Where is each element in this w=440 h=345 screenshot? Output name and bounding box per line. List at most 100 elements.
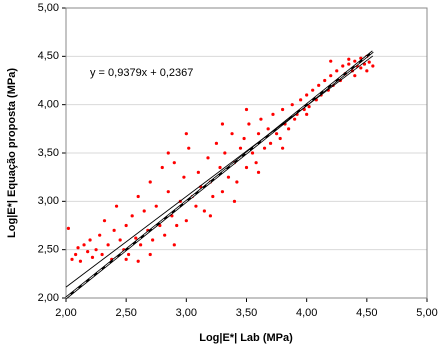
point (166, 151, 170, 155)
x-axis-title: Log|E*| Lab (MPa) (199, 332, 293, 344)
point (130, 214, 134, 218)
point (208, 214, 212, 218)
x-tick-label: 3,00 (176, 307, 197, 319)
point (206, 156, 210, 160)
y-tick-label: 2,50 (38, 244, 59, 256)
point (134, 236, 138, 240)
point (211, 194, 215, 199)
point (220, 122, 225, 126)
y-tick-label: 4,00 (38, 99, 59, 111)
point (329, 74, 333, 78)
x-tick-label: 5,00 (416, 307, 437, 319)
point (250, 151, 255, 155)
point (94, 248, 98, 252)
point (82, 243, 86, 247)
point (242, 136, 246, 141)
point (247, 122, 251, 126)
point (235, 180, 239, 184)
point (347, 62, 351, 66)
point (290, 103, 294, 107)
point (353, 74, 357, 78)
point (102, 219, 107, 223)
point (341, 64, 345, 68)
point (126, 252, 131, 257)
point (98, 233, 102, 237)
point (274, 132, 279, 136)
point (136, 194, 140, 199)
y-axis-title: Log|E*| Equação proposta (MPa) (6, 68, 18, 238)
point (271, 112, 275, 116)
point (268, 141, 273, 145)
point (184, 132, 188, 136)
point (256, 132, 261, 136)
point (230, 132, 234, 136)
point (305, 93, 309, 97)
point (118, 238, 122, 242)
point (335, 69, 339, 73)
point (142, 209, 146, 213)
point (148, 252, 152, 257)
point (244, 107, 249, 112)
point (365, 69, 369, 73)
point (262, 146, 267, 150)
point (299, 98, 303, 102)
equality-line-dash (65, 51, 374, 299)
point (371, 64, 375, 68)
point (323, 78, 327, 83)
point (311, 88, 315, 92)
point (353, 59, 357, 63)
point (163, 233, 167, 237)
point (317, 83, 321, 87)
point (329, 59, 333, 63)
point (78, 259, 83, 263)
point (66, 226, 71, 230)
point (220, 190, 225, 194)
point (287, 127, 291, 131)
point (182, 175, 186, 179)
point (175, 223, 179, 228)
point (172, 161, 176, 165)
x-tick-label: 3,50 (236, 307, 257, 319)
point (151, 238, 155, 242)
point (281, 107, 285, 112)
point (74, 252, 78, 257)
point (100, 252, 104, 257)
point (281, 146, 285, 150)
point (307, 105, 311, 109)
point (256, 170, 261, 174)
point (160, 165, 164, 170)
point (139, 243, 143, 247)
point (184, 219, 188, 223)
point (218, 165, 222, 170)
point (166, 190, 170, 194)
point (254, 161, 258, 165)
point (226, 175, 231, 179)
x-tick-label: 2,50 (115, 307, 136, 319)
y-tick-label: 5,00 (38, 2, 59, 14)
point (305, 112, 309, 116)
point (187, 146, 191, 150)
y-tick-label: 3,00 (38, 195, 59, 207)
point (238, 146, 243, 150)
point (124, 223, 128, 228)
point (202, 209, 206, 213)
point (244, 165, 249, 170)
point (266, 127, 270, 131)
point (86, 250, 90, 254)
x-tick-label: 4,50 (356, 307, 377, 319)
trend-equation: y = 0,9379x + 0,2367 (90, 67, 193, 79)
point (76, 246, 80, 250)
point (106, 243, 110, 247)
point (223, 151, 227, 155)
y-tick-label: 4,50 (38, 50, 59, 62)
point (359, 66, 363, 70)
point (232, 199, 237, 203)
point (347, 57, 351, 61)
point (293, 117, 297, 121)
point (114, 204, 119, 208)
point (148, 180, 152, 184)
point (136, 259, 140, 263)
point (367, 60, 371, 64)
plot-frame (65, 7, 428, 299)
